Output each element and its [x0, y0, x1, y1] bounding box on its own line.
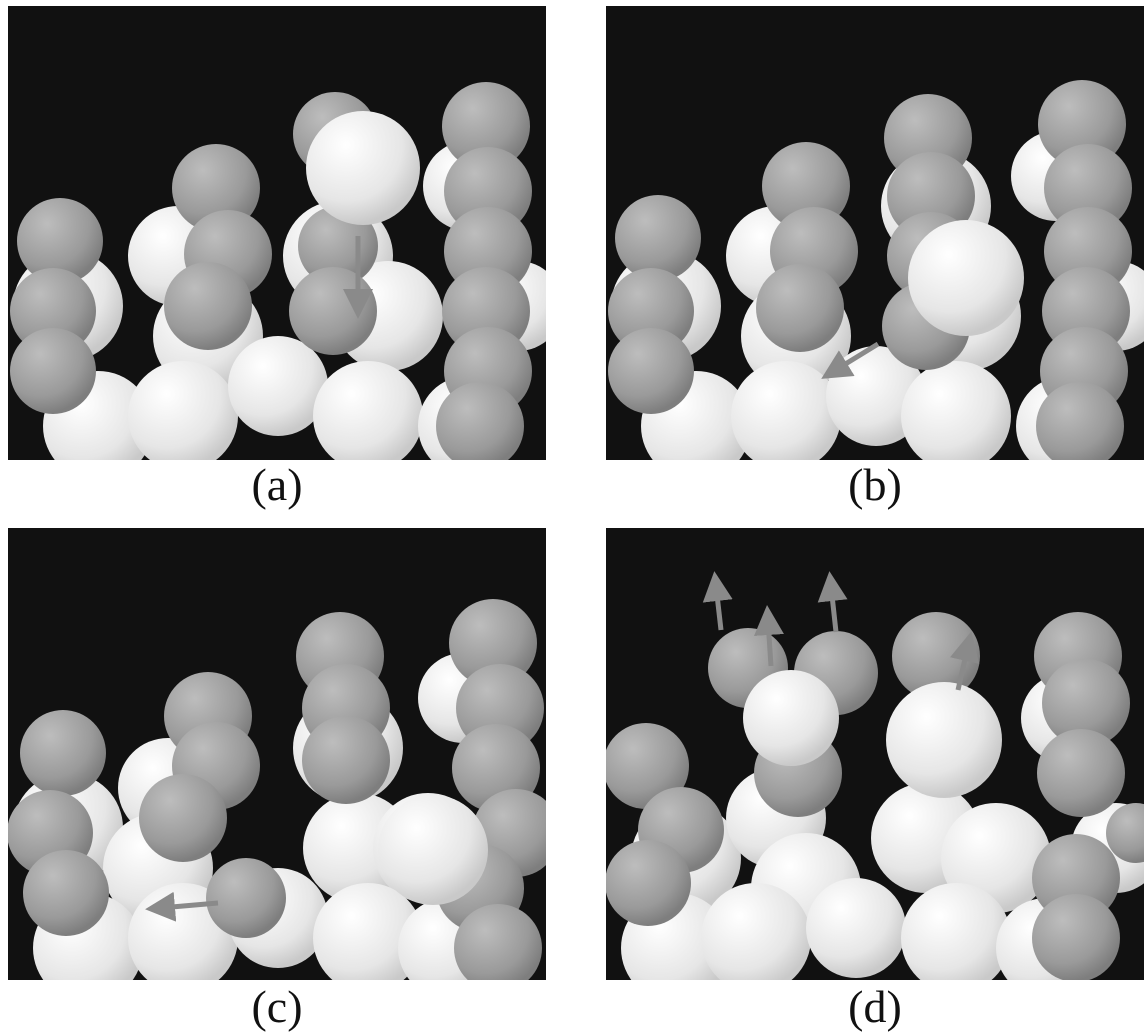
- panel-a-render: [10, 82, 546, 460]
- panel-d-render: [606, 571, 1144, 980]
- panel-c: [8, 528, 546, 980]
- caption-b: (b): [848, 459, 902, 510]
- highlighted-sphere-cluster: [743, 670, 839, 766]
- panel-b-render: [608, 80, 1144, 460]
- panel-d: [606, 528, 1144, 980]
- panel-c-render: [8, 599, 546, 980]
- highlighted-sphere: [378, 795, 488, 905]
- caption-a: (a): [251, 459, 303, 510]
- motion-arrow: [821, 341, 880, 379]
- panel-b: [606, 6, 1144, 460]
- caption-d: (d): [848, 981, 902, 1032]
- motion-arrows: [702, 571, 980, 691]
- gray-spheres: [608, 80, 1132, 460]
- gray-spheres: [10, 82, 532, 460]
- gray-spheres: [8, 599, 546, 980]
- caption-c: (c): [251, 981, 303, 1032]
- highlighted-sphere: [886, 682, 1002, 798]
- panel-a: [8, 6, 546, 460]
- motion-arrow: [145, 891, 219, 922]
- highlighted-sphere: [306, 111, 420, 225]
- highlighted-sphere: [908, 220, 1024, 336]
